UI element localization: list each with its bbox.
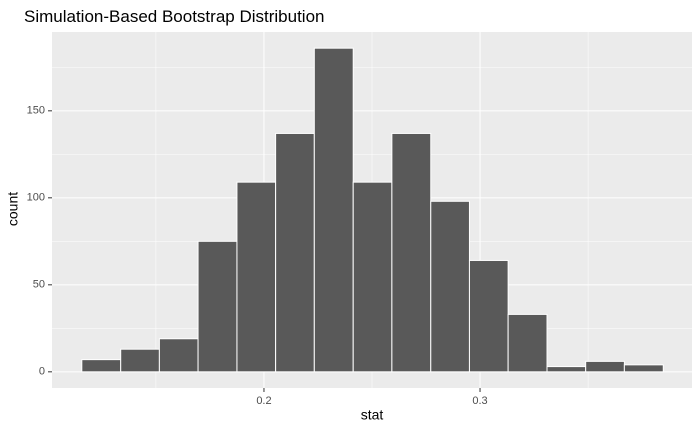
bar bbox=[158, 338, 199, 373]
bar bbox=[275, 132, 315, 373]
bar bbox=[585, 360, 625, 373]
bar bbox=[391, 132, 432, 373]
bar bbox=[546, 366, 587, 373]
bar bbox=[236, 181, 277, 373]
y-tick-label: 100 bbox=[27, 192, 45, 204]
bar bbox=[81, 359, 122, 373]
bar bbox=[120, 348, 160, 373]
y-axis-title: count bbox=[5, 192, 21, 226]
x-tick-label: 0.3 bbox=[472, 395, 487, 407]
y-tick-label: 0 bbox=[39, 366, 45, 378]
x-axis-title: stat bbox=[361, 407, 384, 423]
x-tick-label: 0.2 bbox=[256, 395, 271, 407]
bar bbox=[313, 47, 354, 373]
bar bbox=[468, 259, 509, 373]
bar bbox=[507, 313, 548, 373]
y-tick-label: 150 bbox=[27, 105, 45, 117]
bar bbox=[197, 240, 238, 373]
bar bbox=[352, 181, 393, 373]
y-tick-label: 50 bbox=[33, 279, 45, 291]
bar bbox=[623, 364, 664, 373]
bar bbox=[430, 200, 470, 373]
chart-title: Simulation-Based Bootstrap Distribution bbox=[24, 7, 324, 26]
